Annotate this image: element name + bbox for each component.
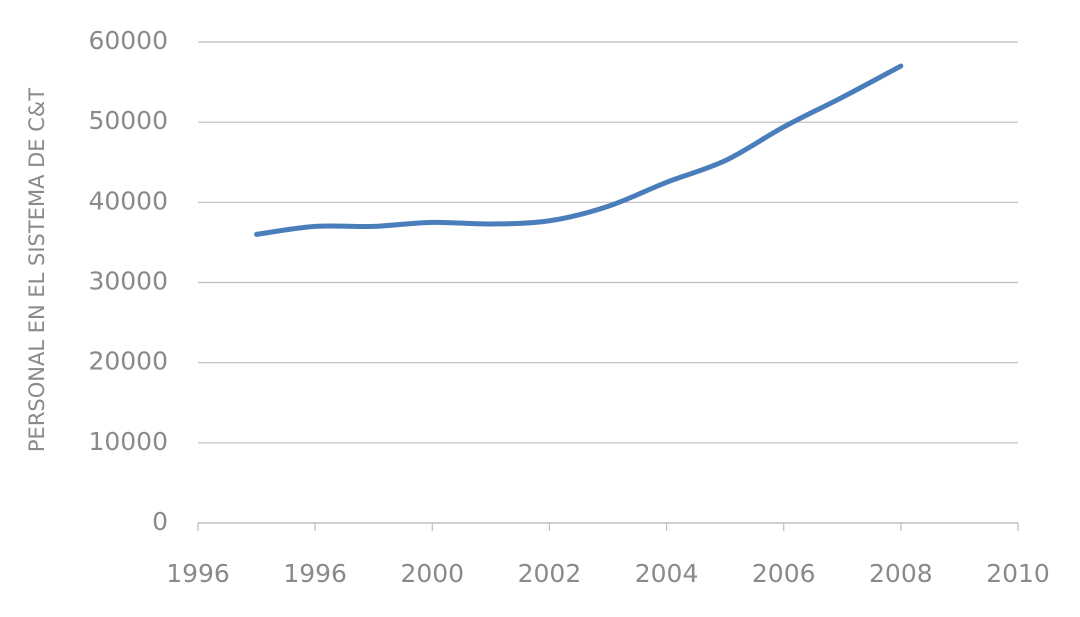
x-tick-label: 2004 <box>635 559 699 588</box>
y-tick-label: 10000 <box>88 427 168 456</box>
x-tick-label: 1996 <box>166 559 230 588</box>
y-axis-label: PERSONAL EN EL SISTEMA DE C&T <box>25 88 49 452</box>
y-tick-label: 30000 <box>88 267 168 296</box>
y-tick-label: 40000 <box>88 186 168 215</box>
x-tick-label: 1996 <box>283 559 347 588</box>
y-tick-label: 60000 <box>88 26 168 55</box>
x-tick-label: 2008 <box>869 559 933 588</box>
x-tick-label: 2002 <box>518 559 582 588</box>
y-tick-label: 20000 <box>88 347 168 376</box>
x-tick-label: 2010 <box>986 559 1050 588</box>
y-tick-label: 50000 <box>88 106 168 135</box>
x-tick-label: 2006 <box>752 559 816 588</box>
x-tick-label: 2000 <box>400 559 464 588</box>
y-tick-label: 0 <box>152 507 168 536</box>
data-line <box>254 63 904 237</box>
